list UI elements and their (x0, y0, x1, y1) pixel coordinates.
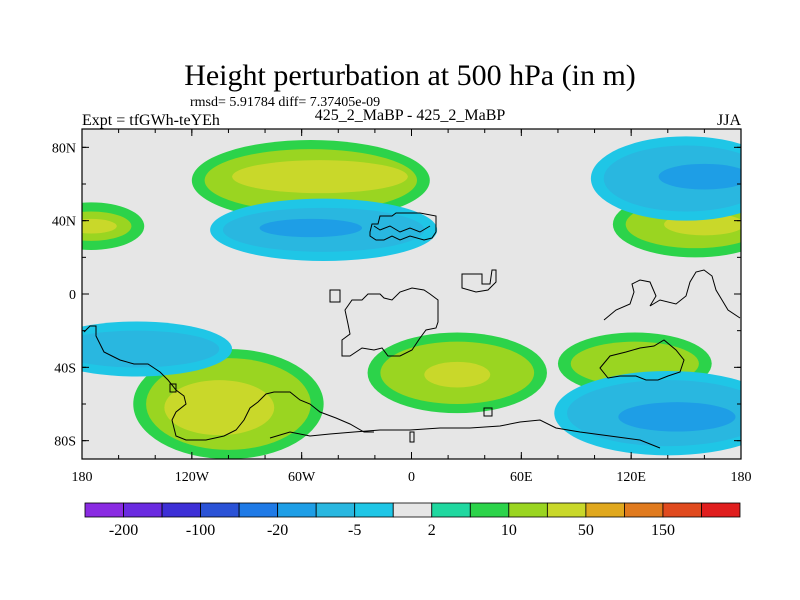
sh-south-atlantic-pos-core (424, 361, 491, 388)
colorbar-swatch (508, 502, 548, 518)
x-tick-label: 120E (616, 470, 646, 485)
chart-title: Height perturbation at 500 hPa (in m) (184, 59, 636, 92)
colorbar-swatch (624, 502, 664, 518)
y-tick-label: 40S (54, 361, 76, 376)
coastline-maritime (603, 269, 741, 321)
sh-midlat-west-neg (82, 330, 220, 368)
colorbar-label: 10 (501, 522, 517, 539)
colorbar-label: 50 (578, 522, 594, 539)
coastline-islands (169, 383, 493, 443)
colorbar-swatch (431, 502, 471, 518)
coastline-arabia (461, 269, 497, 293)
colorbar-label: 2 (428, 522, 436, 539)
colorbar-swatch (662, 502, 702, 518)
coastline-antarctica (269, 419, 661, 449)
colorbar-swatch (238, 502, 279, 518)
y-tick-label: 0 (69, 288, 76, 303)
x-tick-label: 0 (408, 470, 415, 485)
nh-high-atlantic-pos-core (232, 160, 408, 194)
colorbar-swatch (123, 502, 163, 518)
nh-high-east-neg-core (658, 163, 741, 190)
colorbar-swatch (701, 502, 741, 518)
difference-label: 425_2_MaBP - 425_2_MaBP (315, 107, 506, 124)
x-tick-label: 60W (288, 470, 316, 485)
colorbar-label: -5 (348, 522, 361, 539)
colorbar-swatch (161, 502, 201, 518)
sh-high-east-neg-core (618, 402, 736, 432)
colorbar-swatch (585, 502, 625, 518)
coastline-south-america (83, 325, 374, 441)
season-label: JJA (717, 112, 741, 129)
x-tick-label: 180 (731, 470, 752, 485)
colorbar-label: 150 (651, 522, 675, 539)
colorbar-swatch (315, 502, 356, 518)
x-tick-label: 180 (72, 470, 93, 485)
y-tick-label: 40N (52, 215, 76, 230)
coastline-africa (329, 287, 439, 357)
colorbar-swatch (392, 502, 433, 518)
axis-ticks: 180 120W 60W 0 60E 120E 180 80N 40N 0 40S 80S (52, 129, 752, 485)
coastline-australia (599, 339, 685, 381)
contour-fill-layer (82, 136, 741, 459)
colorbar-swatch (84, 502, 124, 518)
nh-midlat-west-pos-core (82, 218, 117, 234)
rmsd-subtitle: rmsd= 5.91784 diff= 7.37405e-09 (190, 95, 380, 110)
colorbar-label: -200 (109, 522, 138, 539)
colorbar-swatch (200, 502, 240, 518)
colorbar-swatch (546, 502, 587, 518)
sh-pacific-pos-core (164, 380, 275, 436)
experiment-label: Expt = tfGWh-teYEh (82, 112, 220, 129)
x-tick-label: 60E (510, 470, 533, 485)
y-tick-label: 80S (54, 435, 76, 450)
coastline-europe (369, 212, 437, 241)
coastline-mediterranean (373, 225, 431, 233)
colorbar-swatch (354, 502, 394, 518)
colorbar-label: -100 (186, 522, 215, 539)
colorbar-label: -20 (267, 522, 288, 539)
x-tick-label: 120W (175, 470, 210, 485)
coastlines (83, 212, 741, 449)
colorbar: -200 -100 -20 -5 2 10 50 150 (84, 502, 741, 539)
nh-midlat-atlantic-neg-core (259, 218, 363, 238)
colorbar-swatch (277, 502, 317, 518)
y-tick-label: 80N (52, 141, 76, 156)
colorbar-swatch (469, 502, 510, 518)
